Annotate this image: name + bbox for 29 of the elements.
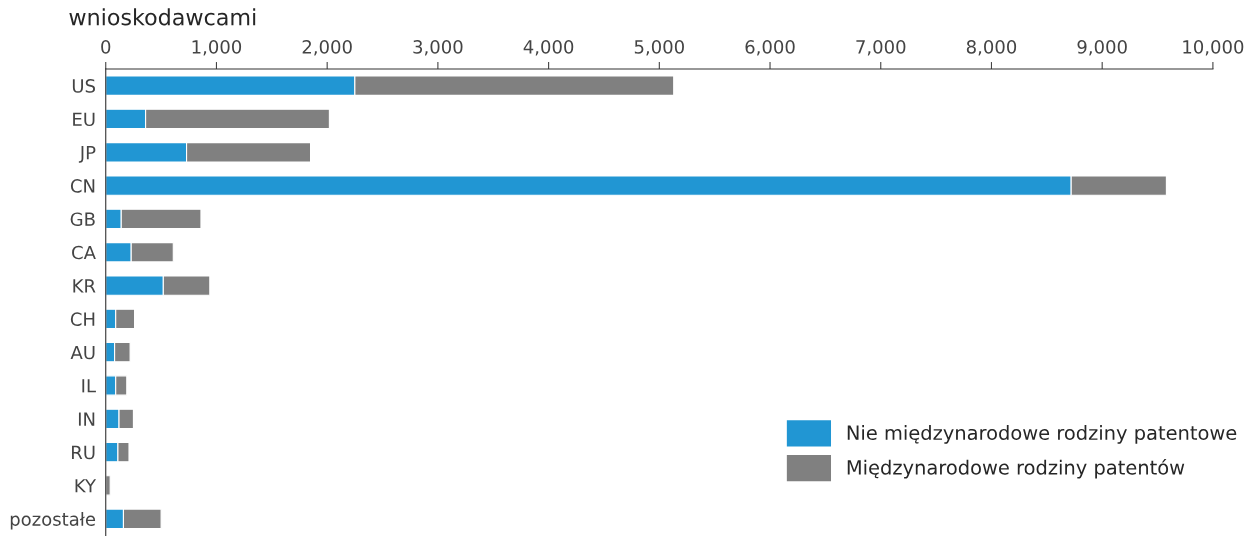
- y-tick-label: CH: [70, 312, 95, 326]
- x-tick-label: 3,000: [413, 40, 463, 56]
- y-tick-label: CA: [72, 245, 96, 260]
- y-tick-label: pozostałe: [10, 511, 96, 530]
- x-tick-label: 4,000: [523, 40, 574, 56]
- x-tick-label: 9,000: [1077, 40, 1127, 56]
- y-tick-label: GB: [70, 212, 95, 227]
- chart-title: wnioskodawcami: [69, 8, 256, 26]
- y-tick-label: JP: [78, 145, 96, 163]
- y-tick-label: EU: [73, 112, 95, 127]
- legend-label: Międzynarodowe rodziny patentów: [847, 458, 1185, 479]
- x-tick-label: 2,000: [302, 40, 352, 56]
- y-tick-label: AU: [70, 345, 95, 360]
- y-tick-label: CN: [70, 179, 95, 193]
- y-tick-label: KR: [73, 279, 96, 293]
- y-tick-label: IN: [78, 412, 95, 426]
- x-tick-label: 0: [101, 40, 111, 54]
- x-tick-label: 10,000: [1183, 40, 1244, 56]
- x-tick-label: 8,000: [966, 40, 1017, 56]
- y-tick-label: KY: [75, 479, 97, 493]
- x-tick-label: 1,000: [192, 40, 242, 56]
- bar: [105, 475, 111, 496]
- x-tick-label: 5,000: [634, 40, 684, 56]
- x-tick-label: 6,000: [745, 40, 795, 56]
- y-tick-label: IL: [82, 379, 96, 393]
- x-tick-label: 7,000: [856, 40, 906, 56]
- legend-label: Nie międzynarodowe rodziny patentowe: [847, 425, 1237, 444]
- y-tick-label: US: [72, 79, 96, 93]
- y-tick-label: RU: [72, 445, 95, 460]
